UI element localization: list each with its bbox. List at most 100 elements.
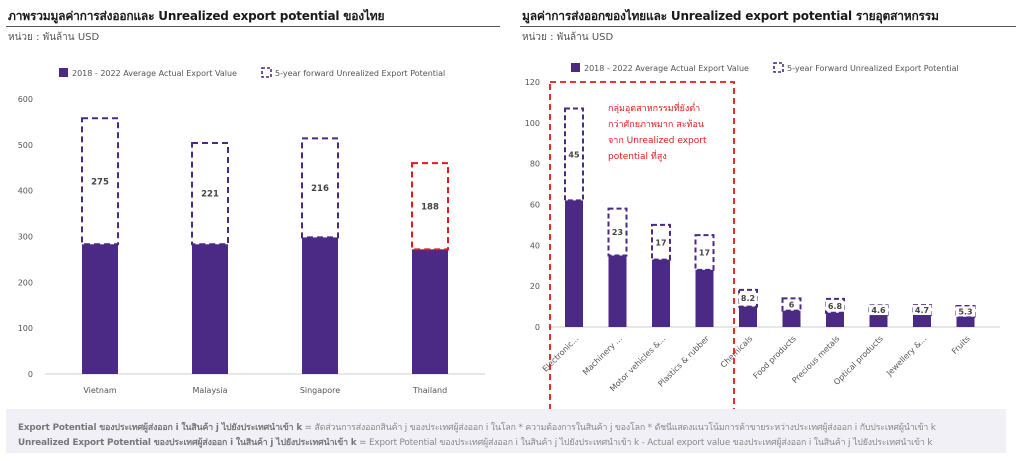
data-label-bg	[610, 227, 625, 238]
y-tick-label: 100	[525, 119, 540, 128]
y-tick-label: 60	[530, 201, 540, 210]
data-label-bg	[956, 306, 975, 317]
bar-actual-plastics-rubber	[695, 269, 714, 327]
x-tick-label: Jewellery &...	[884, 334, 928, 378]
y-tick-label: 80	[530, 160, 540, 169]
bar-potential-plastics-rubber	[694, 234, 715, 271]
export-potential-formula: = สัดส่วนการส่งออกสินค้า j ของประเทศผู้ส…	[302, 423, 936, 433]
data-label-thailand: 188	[421, 202, 439, 212]
y-tick-label: 40	[530, 241, 540, 250]
bar-actual-vietnam	[82, 244, 118, 374]
export-potential-definition: Export Potential ของประเทศผู้ส่งออก i ใน…	[18, 420, 936, 434]
legend-label-actual: 2018 - 2022 Average Actual Export Value	[72, 69, 237, 78]
data-label-malaysia: 221	[201, 190, 219, 200]
data-label-electronic: 45	[568, 150, 580, 159]
data-label-singapore: 216	[311, 184, 329, 194]
data-label-motor-vehicles: 17	[655, 238, 666, 247]
y-tick-label: 0	[28, 370, 33, 379]
data-label-bg	[697, 247, 712, 258]
annotation-line: potential ที่สูง	[608, 149, 667, 162]
bar-actual-thailand	[412, 249, 448, 374]
legend-label-actual: 2018 - 2022 Average Actual Export Value	[584, 64, 749, 73]
right-panel-title: มูลค่าการส่งออกของไทยและ Unrealized expo…	[522, 9, 939, 23]
left-unit-label: หน่วย : พันล้าน USD	[8, 32, 100, 43]
bar-potential-food-products	[781, 297, 802, 312]
y-tick-label: 100	[18, 324, 33, 333]
legend-label-potential: 5-year Forward Unrealized Export Potenti…	[787, 64, 959, 73]
left-panel-title: ภาพรวมมูลค่าการส่งออกและ Unrealized expo…	[8, 9, 385, 23]
bar-actual-machinery	[608, 255, 627, 327]
data-label-vietnam: 275	[91, 177, 109, 187]
x-tick-label: Machinery ...	[581, 334, 624, 377]
x-tick-label: Electronic...	[541, 334, 581, 374]
bar-actual-motor-vehicles	[652, 259, 670, 327]
bar-potential-singapore	[301, 137, 339, 239]
y-tick-label: 200	[18, 278, 33, 287]
y-tick-label: 300	[18, 233, 33, 242]
legend-swatch-actual	[571, 63, 580, 72]
legend-swatch-potential	[773, 62, 784, 73]
x-tick-label: Thailand	[412, 386, 447, 395]
legend-swatch-actual	[59, 68, 68, 77]
x-tick-label: Fruits	[950, 334, 972, 356]
bar-potential-malaysia	[191, 142, 229, 246]
data-label-chemicals: 8.2	[741, 294, 755, 303]
y-tick-label: 20	[530, 282, 540, 291]
x-tick-label: Vietnam	[83, 386, 117, 395]
bar-actual-chemicals	[739, 306, 757, 327]
data-label-optical-products: 4.6	[871, 306, 886, 315]
bar-actual-precious-metals	[826, 312, 844, 327]
bar-actual-jewellery	[913, 314, 931, 327]
x-tick-label: Food products	[751, 334, 797, 380]
data-label-bg	[912, 304, 932, 315]
bar-actual-optical-products	[869, 314, 888, 327]
data-label-food-products: 6	[789, 301, 795, 310]
data-label-bg	[567, 149, 581, 160]
bar-potential-motor-vehicles	[651, 223, 671, 261]
right-title-divider	[520, 26, 1016, 27]
bar-actual-fruits	[956, 316, 975, 327]
data-label-bg	[869, 305, 888, 316]
data-label-fruits: 5.3	[958, 307, 972, 316]
bar-actual-food-products	[782, 310, 801, 327]
data-label-bg	[654, 237, 668, 248]
annotation-line: กว่าศักยภาพมาก สะท้อน	[608, 119, 704, 130]
x-tick-label: Optical products	[832, 334, 885, 387]
unrealized-potential-definition: Unrealized Export Potential ของประเทศผู้…	[18, 435, 932, 449]
data-label-plastics-rubber: 17	[699, 248, 710, 257]
data-label-bg	[787, 299, 796, 310]
left-title-divider	[6, 26, 500, 27]
data-label-bg	[738, 293, 758, 304]
legend-swatch-potential	[261, 67, 272, 78]
legend-label-potential: 5-year forward Unrealized Export Potenti…	[275, 69, 445, 78]
data-label-machinery: 23	[612, 228, 623, 237]
annotation-line: จาก Unrealized export	[608, 136, 707, 146]
x-tick-label: Malaysia	[193, 386, 228, 395]
bar-potential-vietnam	[81, 117, 119, 246]
bar-potential-thailand	[411, 162, 449, 251]
x-tick-label: Chemicals	[719, 334, 755, 370]
unrealized-potential-formula: = Export Potential ของประเทศผู้ส่งออก i …	[356, 438, 933, 448]
y-tick-label: 0	[535, 323, 540, 332]
bar-potential-machinery	[607, 207, 628, 257]
y-tick-label: 120	[525, 78, 540, 87]
annotation-line: กลุ่มอุตสาหกรรมที่ยังต่ำ	[608, 101, 700, 114]
right-unit-label: หน่วย : พันล้าน USD	[522, 32, 614, 43]
y-tick-label: 400	[18, 187, 33, 196]
x-tick-label: Singapore	[300, 386, 340, 395]
unrealized-potential-term: Unrealized Export Potential ของประเทศผู้…	[18, 438, 357, 448]
data-label-precious-metals: 6.8	[828, 302, 843, 311]
y-tick-label: 600	[18, 95, 33, 104]
x-tick-label: Precious metals	[790, 334, 841, 385]
data-label-jewellery: 4.7	[915, 306, 929, 315]
definitions-footer: Export Potential ของประเทศผู้ส่งออก i ใน…	[6, 409, 1006, 453]
bar-actual-malaysia	[192, 244, 228, 374]
bar-actual-singapore	[302, 237, 338, 374]
export-potential-term: Export Potential ของประเทศผู้ส่งออก i ใน…	[18, 423, 303, 433]
bar-actual-electronic	[565, 200, 583, 327]
y-tick-label: 500	[18, 141, 33, 150]
bar-potential-electronic	[564, 107, 584, 202]
data-label-bg	[825, 300, 845, 311]
